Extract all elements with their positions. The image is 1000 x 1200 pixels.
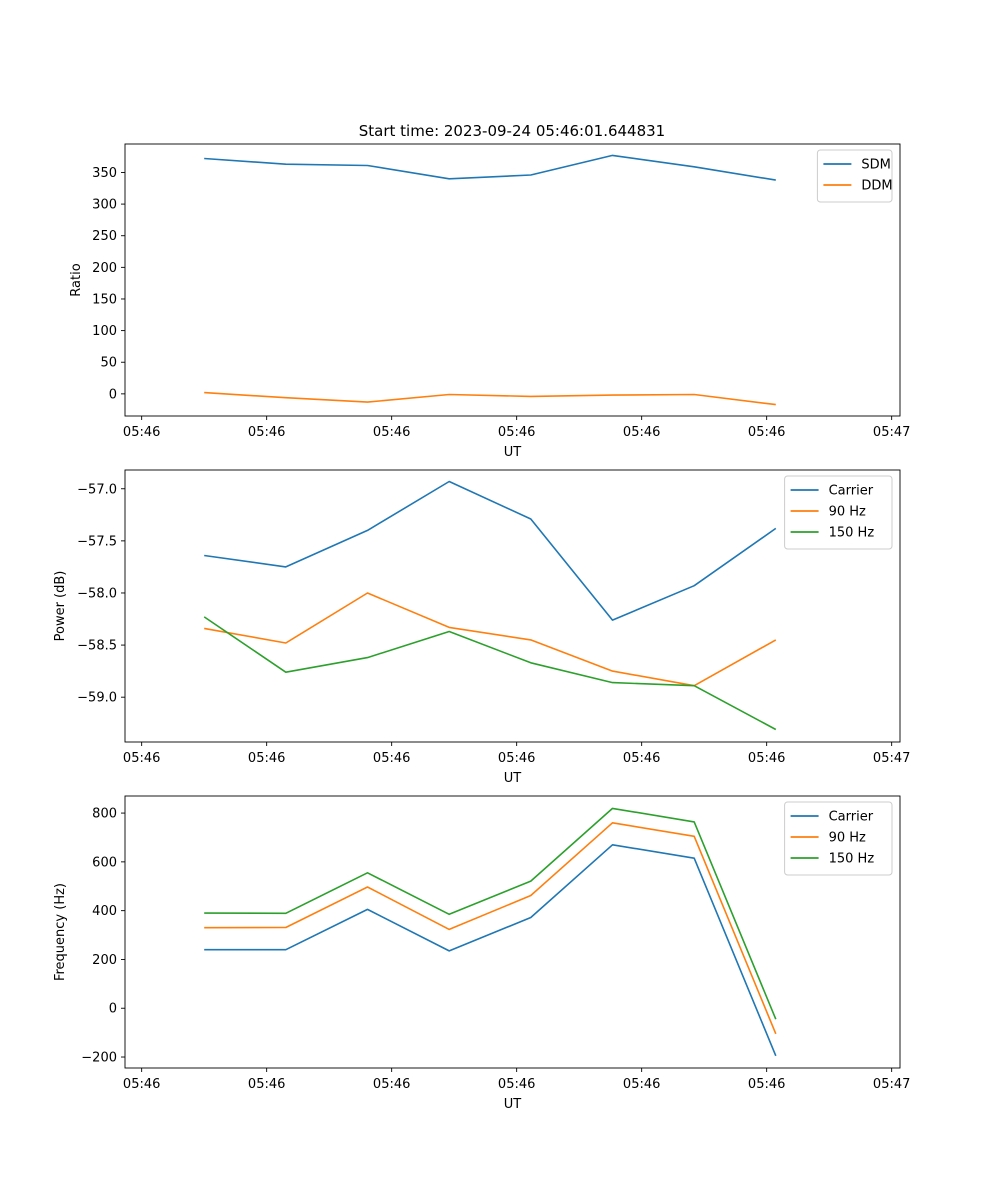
subplot-1: 0 50 100 150 200 250 300 350 05:46 05:46 05:46 05:4… bbox=[69, 143, 910, 460]
panels: 0 50 100 150 200 250 300 350 05:46 05:46 05:46 05:4… bbox=[53, 143, 910, 1112]
y-tick-label: −59.0 bbox=[77, 691, 117, 706]
y-tick-label: 50 bbox=[100, 356, 117, 371]
y-axis-label: Frequency (Hz) bbox=[53, 883, 68, 981]
legend-box bbox=[784, 801, 893, 876]
x-tick-label: 05:46 bbox=[498, 751, 535, 766]
series-line-90-hz bbox=[204, 821, 777, 1035]
series-line-90-hz bbox=[204, 592, 777, 687]
x-tick-label: 05:46 bbox=[373, 425, 410, 440]
legend: Carrier 90 Hz 150 Hz bbox=[784, 475, 893, 550]
y-tick-label: −200 bbox=[81, 1051, 117, 1066]
legend-box bbox=[784, 475, 893, 550]
x-axis-label: UT bbox=[504, 445, 522, 460]
axes-frame bbox=[124, 469, 901, 743]
x-tick-label: 05:46 bbox=[373, 1077, 410, 1092]
y-tick-label: 800 bbox=[92, 807, 117, 822]
x-tick-label: 05:46 bbox=[123, 751, 160, 766]
legend-label: Carrier bbox=[829, 810, 874, 825]
x-tick-label: 05:46 bbox=[748, 425, 785, 440]
y-tick-label: −58.5 bbox=[77, 639, 117, 654]
x-tick-label: 05:46 bbox=[748, 751, 785, 766]
x-axis-label: UT bbox=[504, 771, 522, 786]
axes-frame bbox=[124, 143, 901, 417]
axes-frame bbox=[124, 795, 901, 1069]
y-tick-label: 600 bbox=[92, 855, 117, 870]
x-tick-label: 05:46 bbox=[123, 1077, 160, 1092]
x-tick-label: 05:46 bbox=[373, 751, 410, 766]
y-tick-label: 200 bbox=[92, 261, 117, 276]
x-tick-label: 05:46 bbox=[248, 1077, 285, 1092]
x-tick-label: 05:46 bbox=[623, 425, 660, 440]
legend-label: 150 Hz bbox=[829, 526, 875, 541]
y-tick-label: 150 bbox=[92, 292, 117, 307]
series-line-carrier bbox=[204, 480, 777, 621]
legend-label: 150 Hz bbox=[829, 852, 875, 867]
x-tick-label: 05:47 bbox=[873, 1077, 910, 1092]
legend-label: SDM bbox=[861, 158, 890, 173]
x-tick-label: 05:46 bbox=[498, 425, 535, 440]
y-tick-label: 200 bbox=[92, 953, 117, 968]
x-tick-label: 05:46 bbox=[248, 425, 285, 440]
legend-label: DDM bbox=[861, 179, 892, 194]
y-tick-label: 0 bbox=[109, 1002, 117, 1017]
y-tick-label: −58.0 bbox=[77, 586, 117, 601]
legend-box bbox=[816, 149, 893, 203]
series-line-ddm bbox=[204, 391, 776, 406]
y-tick-label: 350 bbox=[92, 166, 117, 181]
legend: SDM DDM bbox=[816, 149, 893, 203]
y-axis-label: Power (dB) bbox=[53, 571, 68, 642]
legend-label: 90 Hz bbox=[829, 831, 866, 846]
subplot-3: −200 0 200 400 600 800 05:46 05:46 05:46 05:46 05:… bbox=[53, 795, 910, 1112]
x-tick-label: 05:47 bbox=[873, 751, 910, 766]
x-axis-label: UT bbox=[504, 1097, 522, 1112]
y-axis-label: Ratio bbox=[69, 263, 84, 296]
x-tick-label: 05:46 bbox=[623, 751, 660, 766]
y-tick-label: −57.0 bbox=[77, 482, 117, 497]
series-line-150-hz bbox=[204, 807, 777, 1020]
x-tick-label: 05:46 bbox=[498, 1077, 535, 1092]
x-tick-label: 05:46 bbox=[248, 751, 285, 766]
x-tick-label: 05:46 bbox=[748, 1077, 785, 1092]
y-tick-label: 400 bbox=[92, 904, 117, 919]
legend-label: 90 Hz bbox=[829, 505, 866, 520]
y-tick-label: 0 bbox=[109, 387, 117, 402]
series-line-carrier bbox=[204, 843, 777, 1057]
legend: Carrier 90 Hz 150 Hz bbox=[784, 801, 893, 876]
subplot-2: −59.0 −58.5 −58.0 −57.5 −57.0 05:46 05:46 05:46… bbox=[53, 469, 910, 786]
y-tick-label: 100 bbox=[92, 324, 117, 339]
legend-label: Carrier bbox=[829, 484, 874, 499]
chart-title: Start time: 2023-09-24 05:46:01.644831 bbox=[359, 122, 665, 140]
x-tick-label: 05:46 bbox=[123, 425, 160, 440]
series-line-sdm bbox=[204, 154, 776, 181]
y-tick-label: 250 bbox=[92, 229, 117, 244]
x-tick-label: 05:46 bbox=[623, 1077, 660, 1092]
series-line-150-hz bbox=[203, 616, 777, 731]
y-tick-label: 300 bbox=[92, 198, 117, 213]
x-tick-label: 05:47 bbox=[873, 425, 910, 440]
y-tick-label: −57.5 bbox=[77, 534, 117, 549]
